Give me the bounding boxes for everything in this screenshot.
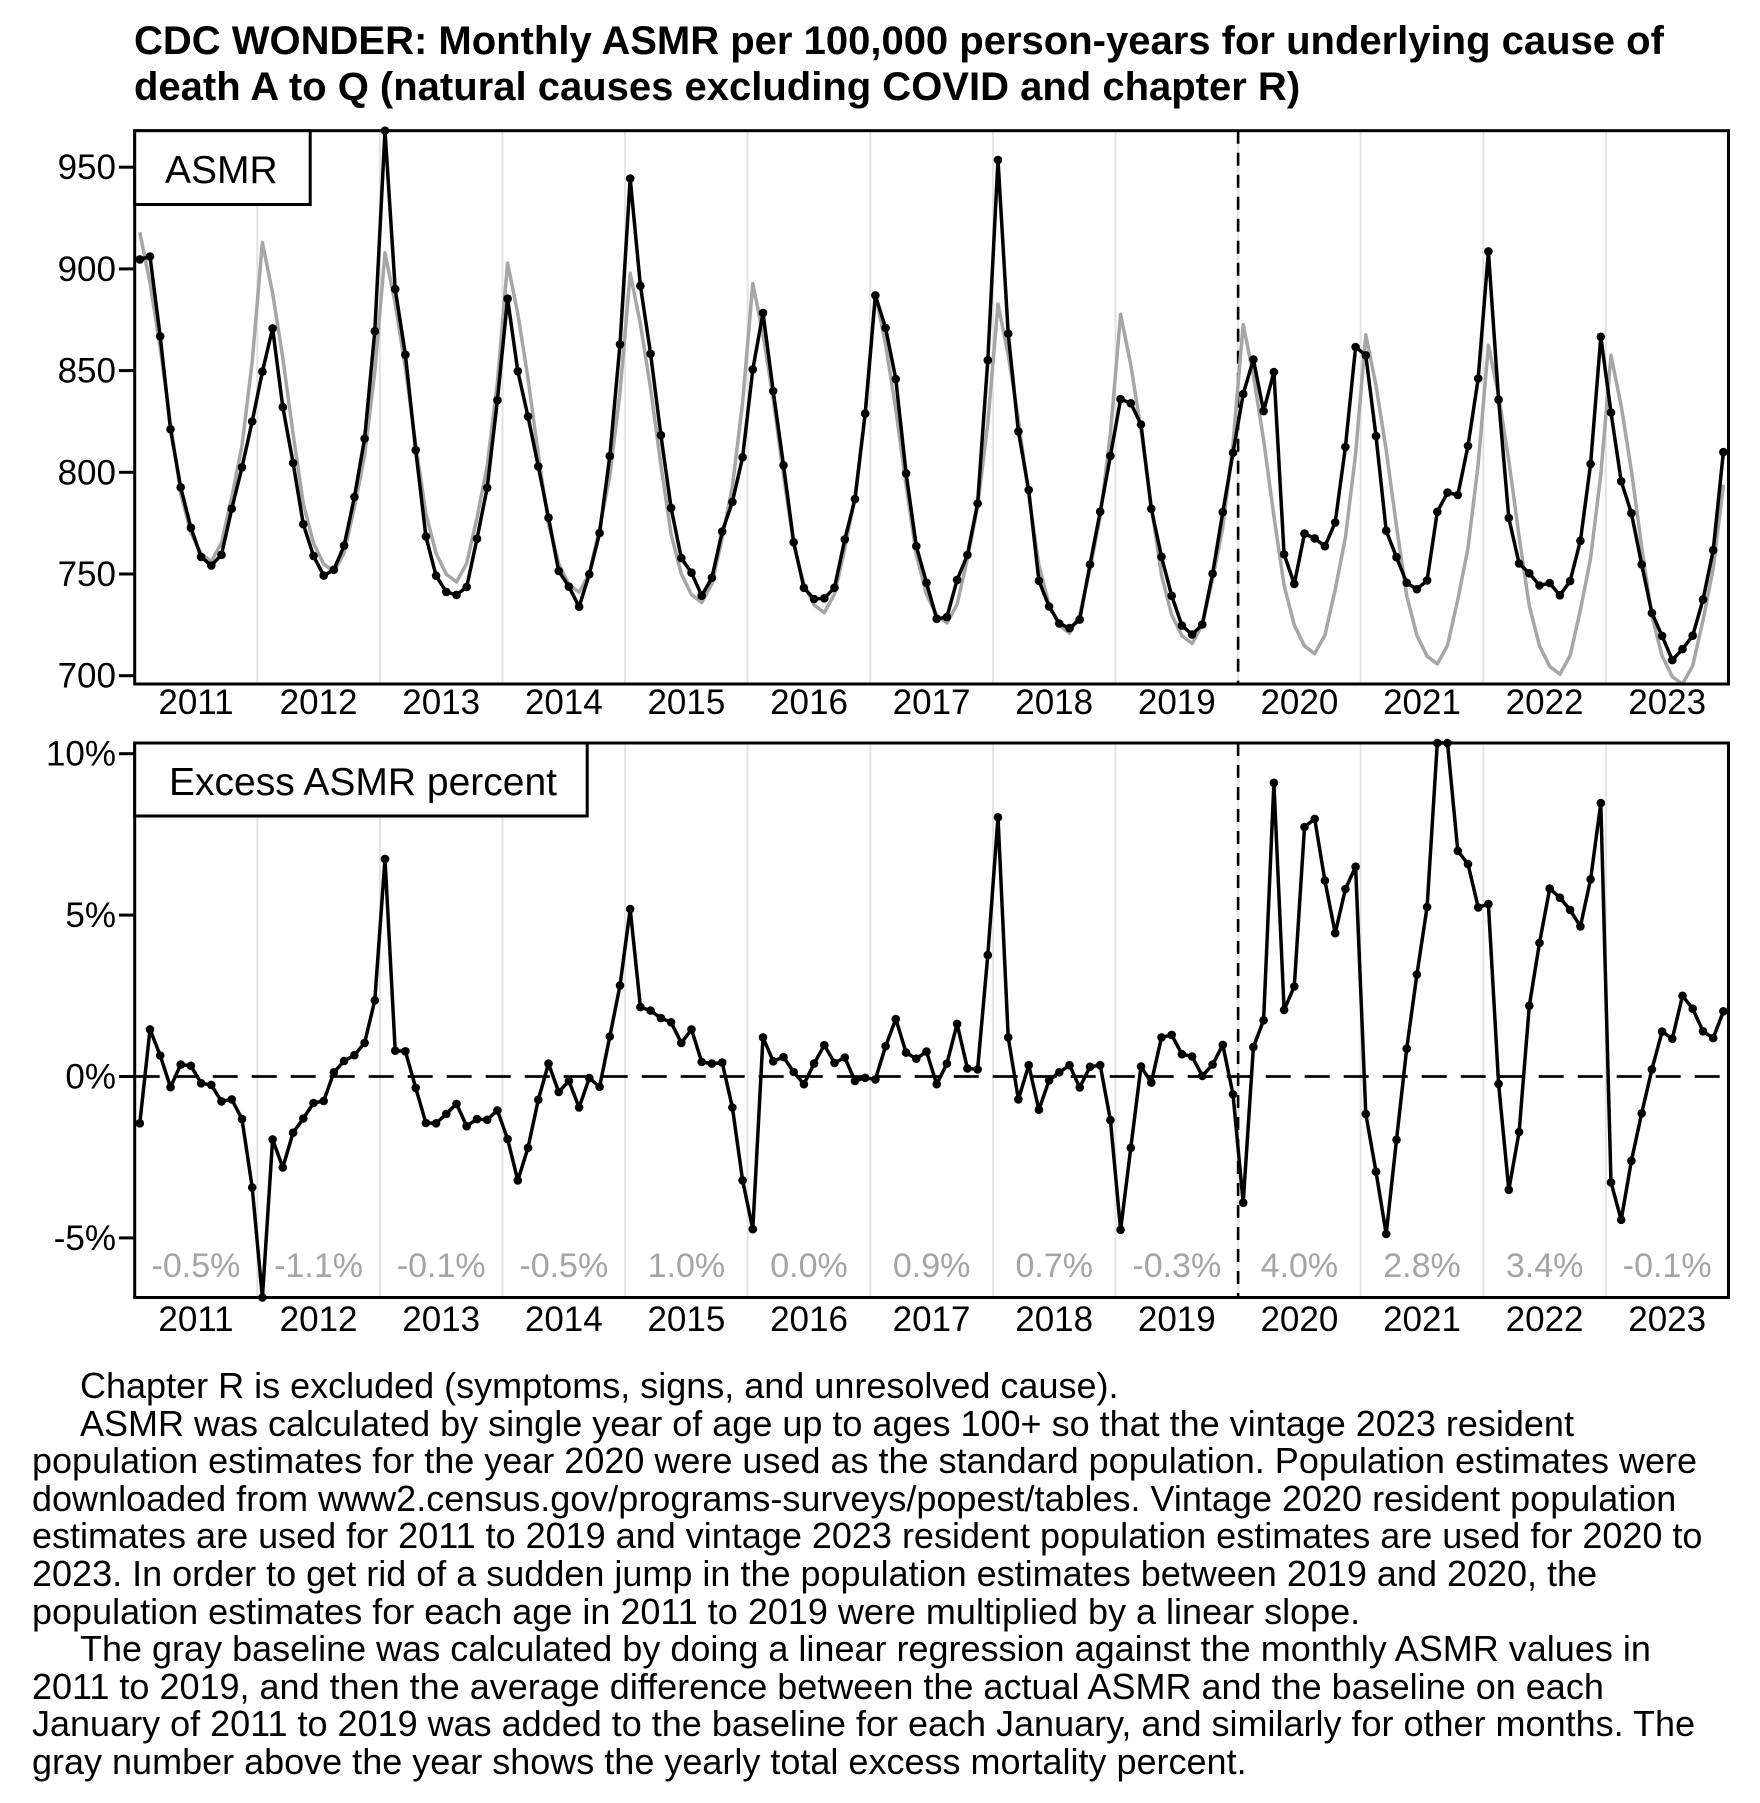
svg-text:2021: 2021 — [1383, 1300, 1461, 1339]
svg-text:2016: 2016 — [770, 683, 848, 722]
svg-text:2020: 2020 — [1260, 1300, 1338, 1339]
svg-text:2022: 2022 — [1506, 683, 1584, 722]
svg-text:2021: 2021 — [1383, 683, 1461, 722]
svg-text:0.7%: 0.7% — [1015, 1247, 1093, 1285]
svg-text:2022: 2022 — [1506, 1300, 1584, 1339]
svg-text:2012: 2012 — [280, 1300, 358, 1339]
svg-text:2018: 2018 — [1015, 683, 1093, 722]
svg-text:-0.3%: -0.3% — [1132, 1247, 1221, 1285]
svg-text:ASMR: ASMR — [165, 149, 278, 192]
svg-text:2013: 2013 — [402, 683, 480, 722]
svg-text:950: 950 — [58, 148, 116, 187]
svg-text:-0.1%: -0.1% — [397, 1247, 486, 1285]
svg-text:0.0%: 0.0% — [770, 1247, 848, 1285]
svg-text:2023: 2023 — [1628, 683, 1706, 722]
svg-text:2020: 2020 — [1260, 683, 1338, 722]
svg-text:800: 800 — [58, 453, 116, 492]
svg-text:2011: 2011 — [158, 683, 233, 722]
svg-text:2014: 2014 — [525, 1300, 603, 1339]
svg-text:2023: 2023 — [1628, 1300, 1706, 1339]
svg-text:-1.1%: -1.1% — [274, 1247, 363, 1285]
svg-text:2012: 2012 — [280, 683, 358, 722]
svg-text:2014: 2014 — [525, 683, 603, 722]
svg-text:10%: 10% — [46, 735, 116, 774]
svg-text:2011: 2011 — [158, 1300, 233, 1339]
svg-text:5%: 5% — [65, 896, 116, 935]
svg-text:Excess ASMR percent: Excess ASMR percent — [169, 761, 557, 804]
svg-text:850: 850 — [58, 352, 116, 391]
svg-text:3.4%: 3.4% — [1506, 1247, 1584, 1285]
svg-text:700: 700 — [58, 657, 116, 696]
svg-text:2.8%: 2.8% — [1383, 1247, 1461, 1285]
svg-text:0.9%: 0.9% — [893, 1247, 971, 1285]
svg-text:900: 900 — [58, 250, 116, 289]
svg-text:2013: 2013 — [402, 1300, 480, 1339]
svg-text:2017: 2017 — [893, 683, 971, 722]
svg-text:-0.5%: -0.5% — [152, 1247, 241, 1285]
svg-text:2019: 2019 — [1138, 1300, 1216, 1339]
svg-text:750: 750 — [58, 555, 116, 594]
svg-text:4.0%: 4.0% — [1261, 1247, 1339, 1285]
svg-text:-5%: -5% — [54, 1219, 116, 1258]
svg-text:2016: 2016 — [770, 1300, 848, 1339]
svg-text:2017: 2017 — [893, 1300, 971, 1339]
svg-text:-0.1%: -0.1% — [1623, 1247, 1712, 1285]
svg-text:1.0%: 1.0% — [648, 1247, 726, 1285]
svg-text:-0.5%: -0.5% — [519, 1247, 608, 1285]
svg-text:2015: 2015 — [647, 1300, 725, 1339]
svg-text:0%: 0% — [65, 1058, 116, 1097]
svg-text:2018: 2018 — [1015, 1300, 1093, 1339]
svg-text:2015: 2015 — [647, 683, 725, 722]
svg-text:2019: 2019 — [1138, 683, 1216, 722]
